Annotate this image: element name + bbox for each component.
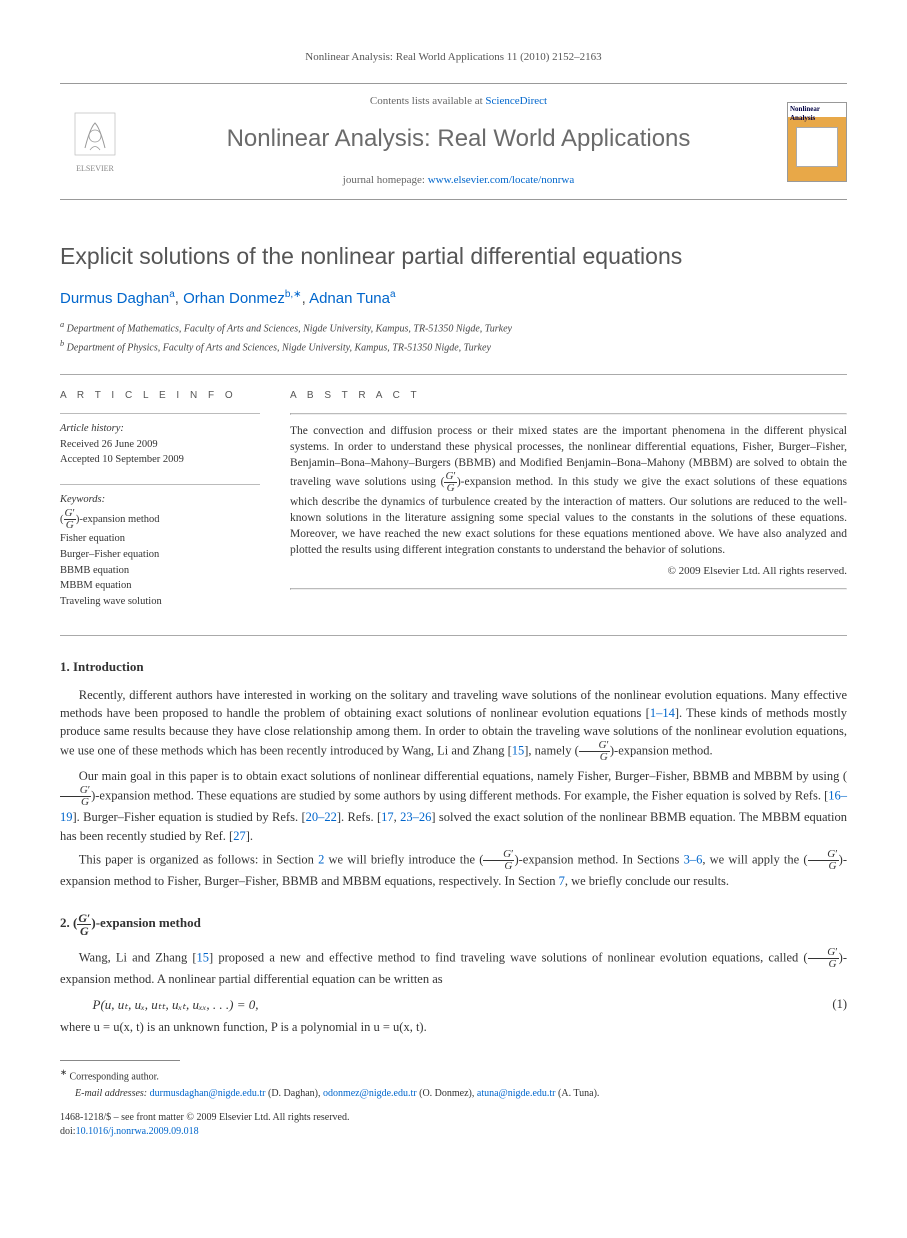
author-link[interactable]: Durmus Daghan — [60, 290, 169, 307]
citation-link[interactable]: 15 — [197, 950, 210, 964]
article-info-column: A R T I C L E I N F O Article history: R… — [60, 389, 260, 611]
abstract-heading: A B S T R A C T — [290, 389, 847, 403]
keyword: MBBM equation — [60, 579, 260, 594]
citation-link[interactable]: 15 — [512, 744, 525, 758]
journal-cover-thumbnail: Nonlinear Analysis — [787, 102, 847, 182]
author-email-link[interactable]: atuna@nigde.edu.tr — [477, 1088, 556, 1099]
section-link[interactable]: 3–6 — [684, 852, 703, 866]
footnote-divider — [60, 1060, 180, 1061]
page-footer: 1468-1218/$ – see front matter © 2009 El… — [60, 1111, 847, 1139]
citation-link[interactable]: 17 — [381, 810, 394, 824]
citation-link[interactable]: 20–22 — [306, 810, 337, 824]
doi-link[interactable]: 10.1016/j.nonrwa.2009.09.018 — [76, 1126, 199, 1137]
elsevier-logo: ELSEVIER — [60, 108, 130, 174]
author-list: Durmus Daghana, Orhan Donmezb,∗, Adnan T… — [60, 288, 847, 309]
keyword: Traveling wave solution — [60, 595, 260, 610]
citation-link[interactable]: 27 — [233, 829, 246, 843]
keywords-label: Keywords: — [60, 493, 260, 508]
journal-masthead: ELSEVIER Contents lists available at Sci… — [60, 83, 847, 199]
accepted-date: Accepted 10 September 2009 — [60, 453, 260, 468]
article-history-label: Article history: — [60, 422, 260, 437]
author-email-link[interactable]: durmusdaghan@nigde.edu.tr — [150, 1088, 266, 1099]
author-link[interactable]: Adnan Tuna — [309, 290, 390, 307]
section-2-paragraph-2: where u = u(x, t) is an unknown function… — [60, 1018, 847, 1036]
section-link[interactable]: 2 — [318, 852, 324, 866]
author-link[interactable]: Orhan Donmez — [183, 290, 285, 307]
citation-link[interactable]: 1–14 — [650, 706, 675, 720]
sciencedirect-link[interactable]: ScienceDirect — [485, 95, 547, 107]
keyword: (G′G)-expansion method — [60, 508, 260, 531]
citation-link[interactable]: 16–19 — [60, 789, 847, 825]
affiliations: a Department of Mathematics, Faculty of … — [60, 319, 847, 356]
received-date: Received 26 June 2009 — [60, 438, 260, 453]
section-1-heading: 1. Introduction — [60, 658, 847, 676]
corresponding-author-note: ∗ Corresponding author. — [60, 1067, 847, 1084]
contents-available-line: Contents lists available at ScienceDirec… — [130, 94, 787, 109]
equation-1: P(u, uₜ, uₓ, uₜₜ, uₓₜ, uₓₓ, . . .) = 0, … — [93, 996, 848, 1014]
journal-title: Nonlinear Analysis: Real World Applicati… — [130, 122, 787, 156]
email-addresses: E-mail addresses: durmusdaghan@nigde.edu… — [60, 1087, 847, 1101]
divider — [60, 374, 847, 375]
abstract-copyright: © 2009 Elsevier Ltd. All rights reserved… — [290, 564, 847, 579]
abstract-column: A B S T R A C T The convection and diffu… — [290, 389, 847, 611]
journal-homepage-line: journal homepage: www.elsevier.com/locat… — [130, 173, 787, 188]
abstract-text: The convection and diffusion process or … — [290, 423, 847, 559]
intro-paragraph-2: Our main goal in this paper is to obtain… — [60, 767, 847, 844]
author-email-link[interactable]: odonmez@nigde.edu.tr — [323, 1088, 417, 1099]
article-info-heading: A R T I C L E I N F O — [60, 389, 260, 403]
journal-homepage-link[interactable]: www.elsevier.com/locate/nonrwa — [428, 174, 575, 186]
publisher-name: ELSEVIER — [76, 163, 114, 174]
keyword: Fisher equation — [60, 532, 260, 547]
keyword: Burger–Fisher equation — [60, 548, 260, 563]
citation-link[interactable]: 23–26 — [400, 810, 431, 824]
intro-paragraph-3: This paper is organized as follows: in S… — [60, 849, 847, 890]
article-title: Explicit solutions of the nonlinear part… — [60, 240, 847, 272]
divider — [60, 635, 847, 636]
running-head-citation: Nonlinear Analysis: Real World Applicati… — [60, 50, 847, 65]
keyword: BBMB equation — [60, 564, 260, 579]
section-2-paragraph-1: Wang, Li and Zhang [15] proposed a new a… — [60, 947, 847, 988]
intro-paragraph-1: Recently, different authors have interes… — [60, 686, 847, 763]
section-2-heading: 2. (G′G)-expansion method — [60, 912, 847, 937]
